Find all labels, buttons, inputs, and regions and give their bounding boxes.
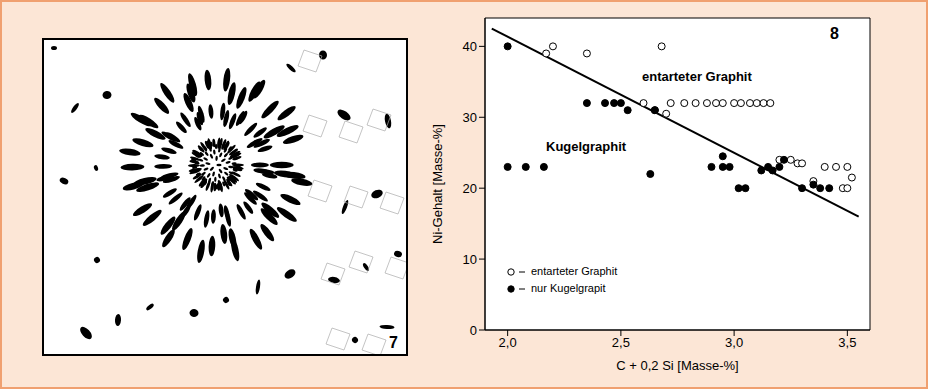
html-text:entarteter Graphit: entarteter Graphit [531, 265, 618, 277]
html-text:entarteter Graphit: entarteter Graphit [642, 69, 752, 84]
svg-text:10: 10 [463, 252, 477, 267]
svg-text:3,5: 3,5 [838, 335, 856, 350]
html-text:nur Kugelgrapit: nur Kugelgrapit [531, 282, 606, 294]
html-text:8: 8 [830, 25, 839, 42]
svg-text:30: 30 [463, 110, 477, 125]
html-text:7: 7 [389, 334, 398, 351]
svg-text:0: 0 [470, 323, 477, 338]
html-text:Kugelgraphit: Kugelgraphit [546, 139, 627, 154]
svg-text:20: 20 [463, 181, 477, 196]
svg-text:2,5: 2,5 [612, 335, 630, 350]
svg-text:2,0: 2,0 [499, 335, 517, 350]
svg-text:C + 0,2 Si [Masse-%]: C + 0,2 Si [Masse-%] [616, 358, 738, 373]
svg-text:3,0: 3,0 [725, 335, 743, 350]
svg-text:40: 40 [463, 39, 477, 54]
svg-text:Ni-Gehalt [Masse-%]: Ni-Gehalt [Masse-%] [430, 124, 445, 244]
